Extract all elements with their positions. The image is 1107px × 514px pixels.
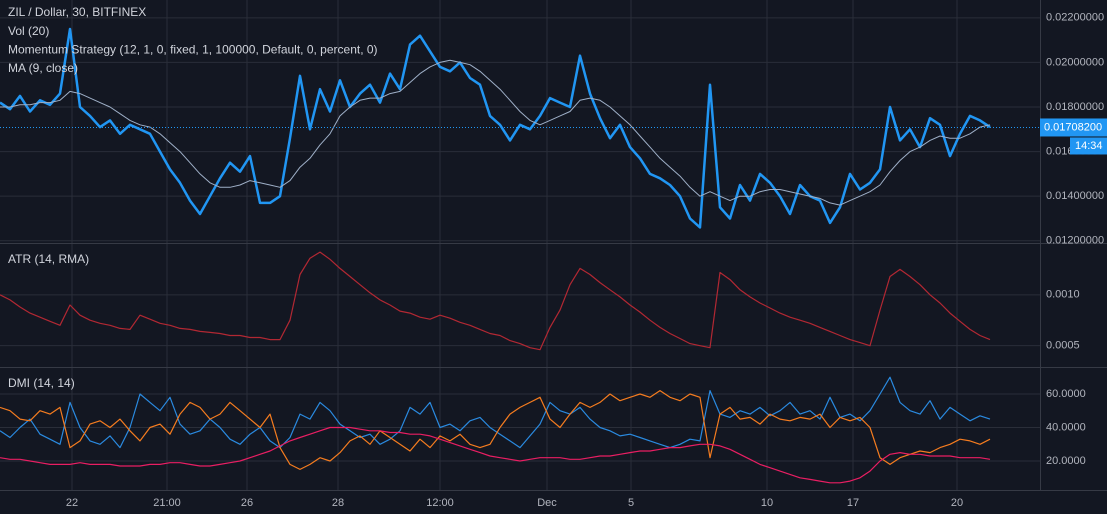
y-tick-label: 0.02200000 bbox=[1046, 12, 1104, 24]
x-tick-label: 22 bbox=[66, 497, 78, 509]
last-price-label: 0.01708200 bbox=[1044, 121, 1102, 133]
pane-title: ATR (14, RMA) bbox=[8, 252, 89, 266]
x-tick-label: 26 bbox=[241, 497, 253, 509]
x-tick-label: 21:00 bbox=[153, 497, 181, 509]
x-tick-label: 12:00 bbox=[426, 497, 454, 509]
series-line bbox=[0, 426, 991, 484]
plots bbox=[0, 27, 1040, 484]
x-tick-label: 17 bbox=[847, 497, 859, 509]
series-line bbox=[0, 376, 991, 449]
y-tick-label: 60.0000 bbox=[1046, 388, 1086, 400]
countdown-label: 14:34 bbox=[1075, 140, 1103, 152]
grid bbox=[0, 0, 1040, 490]
x-tick-label: 10 bbox=[761, 497, 773, 509]
x-tick-label: 20 bbox=[951, 497, 963, 509]
series-line bbox=[0, 27, 991, 229]
y-tick-label: 0.01200000 bbox=[1046, 235, 1104, 247]
series-line bbox=[0, 390, 991, 470]
indicator-label: MA (9, close) bbox=[8, 61, 78, 75]
series-line bbox=[0, 59, 991, 206]
y-tick-label: 0.0010 bbox=[1046, 289, 1080, 301]
indicator-label: Vol (20) bbox=[8, 24, 49, 38]
x-tick-label: Dec bbox=[537, 497, 557, 509]
y-tick-label: 0.01400000 bbox=[1046, 190, 1104, 202]
y-tick-label: 0.01800000 bbox=[1046, 101, 1104, 113]
labels: 0.012000000.014000000.016000000.01800000… bbox=[8, 5, 1107, 509]
y-tick-label: 20.0000 bbox=[1046, 455, 1086, 467]
indicator-label: Momentum Strategy (12, 1, 0, fixed, 1, 1… bbox=[8, 43, 378, 57]
last-price-box bbox=[1040, 118, 1107, 137]
x-tick-label: 5 bbox=[628, 497, 634, 509]
pane-title: ZIL / Dollar, 30, BITFINEX bbox=[8, 5, 146, 19]
y-tick-label: 40.0000 bbox=[1046, 421, 1086, 433]
x-tick-label: 28 bbox=[332, 497, 344, 509]
y-tick-label: 0.0005 bbox=[1046, 340, 1080, 352]
pane-title: DMI (14, 14) bbox=[8, 376, 75, 390]
countdown-box bbox=[1070, 137, 1107, 155]
y-tick-label: 0.02000000 bbox=[1046, 56, 1104, 68]
series-line bbox=[0, 251, 991, 351]
